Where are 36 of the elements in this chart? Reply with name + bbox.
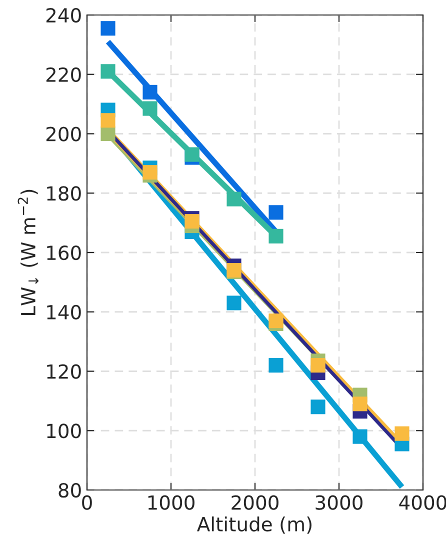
point bbox=[310, 358, 326, 373]
point bbox=[352, 396, 368, 412]
y-tick-label: 160 bbox=[47, 245, 81, 260]
y-tick-label: 80 bbox=[58, 482, 81, 498]
y-tick-label: 180 bbox=[47, 186, 81, 201]
y-tick-label: 240 bbox=[46, 8, 81, 23]
point bbox=[268, 313, 284, 328]
point bbox=[268, 228, 284, 244]
point bbox=[100, 21, 116, 36]
x-tick-label: 1000 bbox=[148, 495, 194, 510]
point bbox=[142, 101, 158, 116]
point bbox=[268, 358, 284, 373]
point bbox=[100, 113, 116, 128]
y-tick-label: 140 bbox=[47, 304, 81, 320]
x-axis-title: Altitude (m) bbox=[197, 516, 312, 534]
y-tick-label: 100 bbox=[47, 424, 81, 438]
point bbox=[142, 84, 158, 100]
x-tick-label: 3000 bbox=[316, 495, 362, 510]
point bbox=[394, 426, 410, 441]
x-tick-label: 0 bbox=[82, 495, 92, 510]
y-tick-label: 200 bbox=[46, 126, 81, 142]
point bbox=[226, 192, 242, 206]
point bbox=[268, 205, 284, 220]
y-tick-label: 120 bbox=[47, 364, 81, 379]
point bbox=[226, 296, 242, 310]
y-axis-title: LW$_{↓}$ (W m$^{−2}$) bbox=[18, 190, 39, 315]
y-tick-label: 220 bbox=[46, 67, 81, 82]
point bbox=[184, 214, 200, 229]
point bbox=[352, 429, 368, 444]
point bbox=[142, 165, 158, 180]
point bbox=[310, 400, 326, 414]
point bbox=[184, 147, 200, 162]
x-tick-label: 4000 bbox=[399, 495, 446, 510]
point bbox=[100, 126, 116, 142]
point bbox=[100, 64, 116, 79]
x-tick-label: 2000 bbox=[232, 495, 278, 510]
